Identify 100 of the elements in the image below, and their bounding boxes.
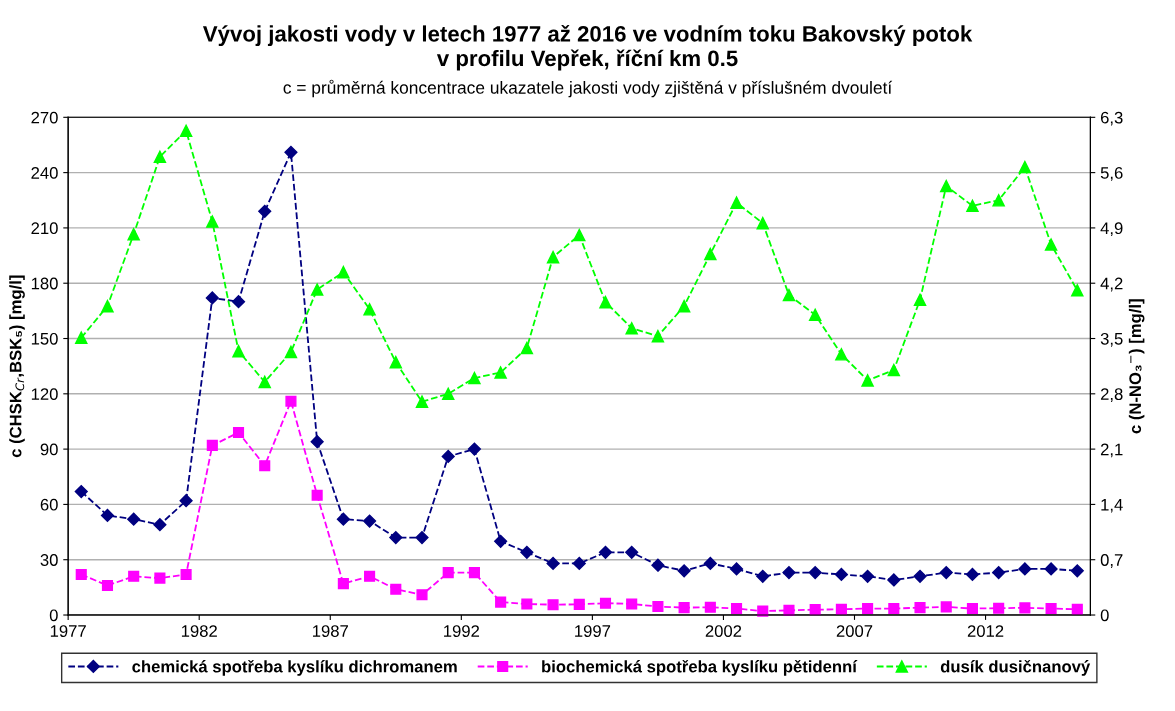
point — [1019, 602, 1031, 614]
y2-tick-label: 0 — [1100, 609, 1109, 622]
y-tick-label: 270 — [31, 111, 58, 124]
point — [74, 484, 88, 499]
point — [205, 291, 219, 305]
point — [756, 569, 770, 583]
y-tick-label: 0 — [49, 609, 58, 622]
point — [1071, 284, 1084, 297]
point — [652, 600, 664, 613]
point — [809, 604, 821, 616]
point — [834, 567, 848, 582]
y2-tick-label: 2,8 — [1100, 388, 1123, 402]
point — [599, 295, 612, 309]
point — [547, 599, 559, 611]
point — [206, 215, 219, 228]
y2-tick-label: 6,3 — [1100, 111, 1123, 126]
y-tick-label: 60 — [40, 498, 58, 511]
point — [232, 344, 245, 358]
point — [128, 570, 140, 582]
point — [704, 247, 717, 261]
point — [494, 534, 508, 548]
point — [415, 395, 429, 408]
x-tick-label: 1992 — [444, 625, 480, 637]
point — [913, 569, 927, 583]
point — [887, 573, 901, 587]
point — [259, 460, 271, 472]
point — [704, 601, 716, 613]
point — [258, 375, 271, 389]
point — [625, 321, 638, 335]
point — [678, 602, 690, 614]
point — [835, 348, 848, 361]
point — [468, 567, 480, 579]
legend-label: dusík dusičnanový — [940, 659, 1091, 676]
point — [940, 601, 952, 613]
point — [390, 583, 402, 595]
point — [179, 494, 193, 508]
point — [285, 395, 297, 407]
point — [965, 567, 980, 582]
point — [75, 331, 88, 344]
point — [939, 566, 953, 580]
legend-label: biochemická spotřeba kyslíku pětidenní — [542, 659, 858, 676]
x-tick-label: 1977 — [50, 625, 86, 637]
point — [862, 603, 874, 615]
point — [311, 489, 323, 501]
point — [914, 602, 926, 614]
x-tick-label: 2012 — [967, 625, 1004, 637]
point — [730, 603, 743, 615]
legend-label: chemická spotřeba kyslíku dichromanem — [132, 659, 457, 676]
chart-title: Vývoj jakosti vody v letech 1977 až 2016 ve vodním toku Bakovský potok v profilu Vepřek, říční km 0.5 — [202, 24, 973, 71]
x-tick-label: 1997 — [575, 625, 611, 637]
y-tick-label: 120 — [31, 388, 58, 401]
point — [598, 545, 613, 559]
y2-tick-label: 4,2 — [1100, 277, 1123, 292]
point — [520, 545, 534, 559]
point — [337, 265, 350, 279]
point — [154, 572, 166, 584]
point — [495, 596, 507, 608]
point — [861, 374, 874, 387]
point — [337, 578, 349, 590]
point — [756, 216, 770, 230]
point — [1044, 562, 1058, 576]
y-tick-label: 240 — [31, 167, 58, 179]
point — [494, 366, 507, 379]
point — [782, 288, 796, 302]
point — [677, 564, 691, 578]
point — [651, 558, 665, 572]
point — [101, 299, 114, 313]
point — [573, 598, 585, 610]
point — [284, 145, 298, 159]
point — [284, 345, 298, 359]
point — [1018, 562, 1032, 576]
x-tick-label: 2007 — [836, 625, 873, 637]
point — [467, 442, 482, 456]
point — [258, 204, 272, 218]
point — [782, 566, 796, 580]
point — [835, 603, 847, 615]
point — [651, 329, 665, 343]
point — [336, 512, 350, 526]
point — [625, 545, 639, 559]
point — [1071, 603, 1083, 615]
point — [966, 199, 979, 213]
point — [231, 295, 246, 309]
point — [1045, 603, 1057, 615]
point — [441, 449, 455, 464]
y2-tick-label: 5,6 — [1100, 167, 1123, 181]
point — [232, 426, 245, 439]
point — [993, 602, 1005, 614]
point — [389, 355, 403, 369]
point — [179, 124, 193, 137]
point — [206, 439, 218, 451]
point — [573, 228, 586, 242]
point — [992, 194, 1005, 207]
x-tick-label: 1982 — [181, 625, 217, 637]
point — [520, 341, 534, 355]
point — [808, 566, 822, 580]
point — [364, 570, 376, 582]
y-axis-title: c (CHSK$_{Cr}$,BSK₅) [mg/l] — [9, 275, 25, 458]
point — [626, 598, 638, 610]
point — [887, 363, 901, 377]
point — [468, 371, 481, 385]
